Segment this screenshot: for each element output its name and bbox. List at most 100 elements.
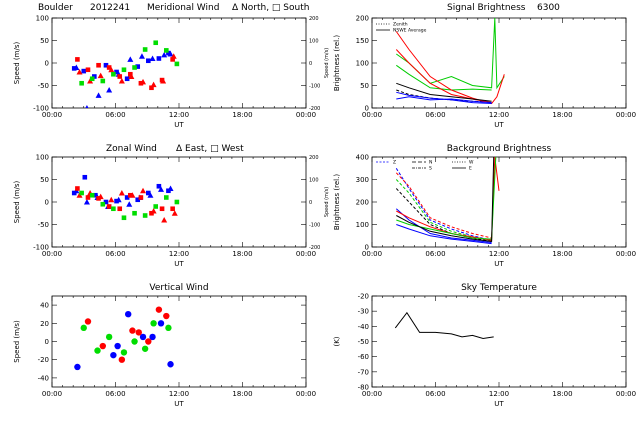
data-point: [129, 327, 136, 334]
data-point: [94, 347, 101, 354]
data-point: [166, 50, 171, 56]
data-point: [163, 312, 170, 320]
data-point: [125, 311, 132, 318]
data-point: [149, 210, 154, 216]
data-point: [81, 68, 87, 74]
data-point: [149, 333, 156, 341]
x-axis-label: UT: [174, 260, 184, 268]
right-y-tick-label: 0: [309, 61, 312, 67]
series-line: [396, 224, 492, 245]
x-axis-label: UT: [174, 121, 184, 129]
data-point: [128, 71, 133, 77]
x-axis-label: UT: [494, 121, 504, 129]
data-point: [146, 190, 151, 196]
data-point: [142, 213, 148, 218]
data-point: [153, 204, 159, 209]
data-point: [156, 56, 162, 61]
legend-label: N: [429, 160, 432, 166]
data-point: [149, 85, 154, 91]
y-tick-label: -60: [358, 353, 369, 361]
panel-title: Meridional Wind: [147, 3, 219, 13]
y-tick-label: -40: [38, 374, 49, 382]
plot-frame: [51, 295, 307, 388]
x-tick-label: 00:00: [616, 111, 636, 119]
y-tick-label: -50: [38, 82, 49, 90]
x-tick-label: 00:00: [616, 250, 636, 258]
x-tick-label: 00:00: [362, 250, 382, 258]
y-tick-label: -70: [358, 368, 369, 376]
data-point: [71, 190, 77, 196]
x-tick-label: 12:00: [169, 111, 189, 119]
data-point: [79, 190, 84, 196]
data-point: [74, 363, 81, 371]
panel-title: Zonal Wind: [106, 144, 157, 154]
series-line: [395, 168, 492, 241]
right-y-tick-label: -200: [309, 106, 320, 112]
y-tick-label: 100: [36, 15, 49, 23]
data-point: [159, 206, 165, 212]
data-point: [138, 53, 145, 59]
x-tick-label: 00:00: [296, 390, 316, 398]
x-axis-label: UT: [494, 400, 504, 408]
y-tick-label: -50: [38, 221, 49, 229]
plot-area: [395, 157, 500, 245]
y-tick-label: 0: [45, 338, 49, 346]
panel-vertical-wind: Vertical Wind 00:00 06:00 12:00 18:00 00:00 UT…: [13, 283, 316, 408]
data-point: [110, 351, 117, 359]
data-point: [167, 361, 174, 368]
x-tick-label: 00:00: [296, 111, 316, 119]
x-tick-label: 06:00: [425, 390, 445, 398]
right-y-tick-label: 100: [309, 178, 319, 184]
y-axis-label: Brightness (rel.): [333, 174, 341, 230]
data-point: [71, 66, 77, 71]
data-point: [118, 78, 125, 84]
data-point: [124, 195, 130, 200]
y-tick-label: 100: [356, 221, 369, 229]
panel-title-wavelength: 6300: [537, 3, 560, 13]
data-point: [170, 57, 175, 62]
data-point: [138, 195, 144, 200]
data-point: [95, 92, 102, 98]
right-y-tick-label: -100: [309, 84, 320, 90]
data-point: [157, 320, 165, 327]
x-tick-label: 00:00: [42, 111, 62, 119]
y-tick-label: 0: [45, 199, 49, 207]
y-tick-label: -80: [358, 384, 369, 392]
data-point: [93, 192, 98, 198]
legend-label: E: [469, 166, 472, 172]
right-y-tick-label: -200: [309, 245, 320, 251]
panel-title-legend: Δ North, □ South: [232, 3, 309, 13]
x-tick-label: 12:00: [169, 250, 189, 258]
data-point: [103, 199, 109, 205]
y-tick-label: -20: [38, 356, 49, 364]
series-line: [395, 172, 492, 239]
panel-meridional-wind: Meridional Wind Δ North, □ South 00:00 06:0…: [13, 3, 330, 129]
y-tick-label: -100: [33, 244, 49, 252]
x-tick-label: 00:00: [362, 390, 382, 398]
y-axis-label: Speed (m/s): [13, 181, 21, 224]
data-point: [97, 72, 104, 79]
data-point: [139, 333, 147, 341]
y-tick-label: -50: [358, 338, 369, 346]
series-line: [396, 157, 495, 242]
data-point: [75, 57, 80, 62]
plot-frame: [371, 295, 627, 388]
data-point: [164, 48, 169, 53]
data-point: [121, 215, 127, 221]
data-point: [82, 174, 88, 180]
observation-date: 2012241: [90, 3, 130, 13]
data-point: [89, 76, 95, 82]
legend-label: NSWE Average: [393, 28, 427, 34]
x-tick-label: 12:00: [489, 390, 509, 398]
data-point: [141, 345, 149, 352]
x-tick-label: 06:00: [105, 250, 125, 258]
data-point: [76, 69, 83, 75]
y-tick-label: 0: [365, 244, 369, 252]
data-point: [135, 197, 141, 203]
plot-area: [71, 174, 180, 223]
series-line: [395, 208, 492, 243]
x-tick-label: 06:00: [425, 111, 445, 119]
data-point: [170, 206, 175, 212]
legend-label: S: [429, 166, 432, 172]
data-point: [158, 186, 165, 192]
